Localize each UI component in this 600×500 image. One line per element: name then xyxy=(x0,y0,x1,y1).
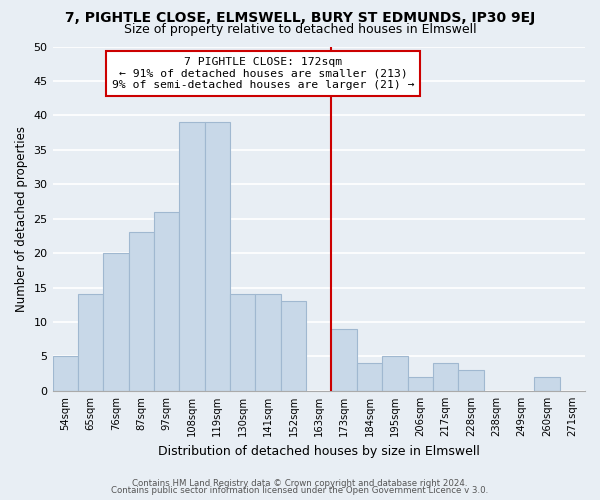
Bar xyxy=(433,364,458,391)
Y-axis label: Number of detached properties: Number of detached properties xyxy=(15,126,28,312)
Bar xyxy=(230,294,256,391)
Text: 7, PIGHTLE CLOSE, ELMSWELL, BURY ST EDMUNDS, IP30 9EJ: 7, PIGHTLE CLOSE, ELMSWELL, BURY ST EDMU… xyxy=(65,11,535,25)
Text: Contains HM Land Registry data © Crown copyright and database right 2024.: Contains HM Land Registry data © Crown c… xyxy=(132,478,468,488)
Text: Contains public sector information licensed under the Open Government Licence v : Contains public sector information licen… xyxy=(112,486,488,495)
Bar xyxy=(53,356,78,391)
Bar xyxy=(103,253,128,391)
Bar xyxy=(281,302,306,391)
Bar xyxy=(179,122,205,391)
Bar xyxy=(154,212,179,391)
Bar xyxy=(382,356,407,391)
Bar xyxy=(128,232,154,391)
Bar xyxy=(357,364,382,391)
X-axis label: Distribution of detached houses by size in Elmswell: Distribution of detached houses by size … xyxy=(158,444,480,458)
Bar xyxy=(256,294,281,391)
Bar xyxy=(205,122,230,391)
Text: Size of property relative to detached houses in Elmswell: Size of property relative to detached ho… xyxy=(124,22,476,36)
Bar xyxy=(534,377,560,391)
Bar xyxy=(78,294,103,391)
Bar xyxy=(407,377,433,391)
Bar xyxy=(331,329,357,391)
Bar xyxy=(458,370,484,391)
Text: 7 PIGHTLE CLOSE: 172sqm
← 91% of detached houses are smaller (213)
9% of semi-de: 7 PIGHTLE CLOSE: 172sqm ← 91% of detache… xyxy=(112,57,414,90)
